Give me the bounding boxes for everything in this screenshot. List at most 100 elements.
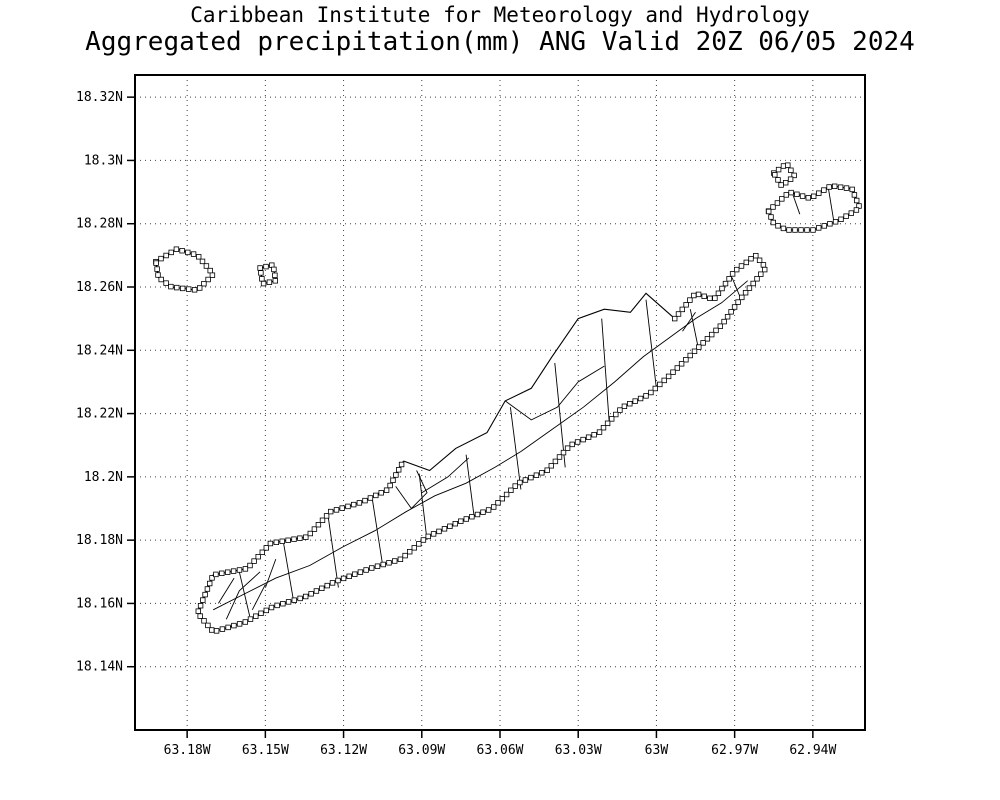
y-tick-label: 18.18N [76, 533, 123, 548]
coast-marker [153, 260, 159, 266]
coast-marker [430, 531, 437, 537]
coast-marker [687, 297, 693, 303]
coast-marker [204, 586, 211, 592]
coast-marker [362, 497, 368, 504]
coast-marker [779, 196, 785, 202]
coast-marker [391, 558, 398, 564]
interior-boundary [371, 498, 384, 566]
coast-marker [780, 225, 787, 232]
coast-marker [236, 567, 243, 573]
x-axis-labels: 63.18W 63.15W 63.12W 63.09W 63.06W 63.03W 63W 6… [164, 743, 837, 758]
x-tick-label: 63W [645, 743, 669, 758]
coast-marker [778, 182, 784, 188]
coast-marker [352, 571, 358, 577]
coast-marker [313, 588, 320, 594]
coast-marker [154, 266, 160, 272]
coast-marker [463, 516, 469, 522]
coast-marker [258, 610, 264, 616]
coast-marker [458, 518, 464, 524]
coast-marker [297, 595, 303, 602]
y-axis-labels: 18.32N 18.3N 18.28N 18.26N 18.24N 18.22N 18.2N… [76, 90, 123, 675]
coast-marker [357, 569, 364, 575]
coast-marker [230, 568, 237, 574]
coast-marker [791, 172, 797, 179]
interior-boundary-lines [212, 188, 835, 620]
coast-marker [544, 467, 550, 473]
coast-marker [231, 622, 237, 629]
interior-boundary [689, 309, 699, 348]
coast-marker [774, 200, 781, 206]
coast-marker [206, 580, 213, 587]
y-tick-label: 18.14N [76, 660, 123, 675]
coast-marker [190, 251, 197, 257]
coast-marker [768, 214, 774, 220]
coast-marker [272, 278, 278, 284]
coast-marker [564, 445, 571, 451]
interior-boundary [645, 299, 657, 389]
coast-marker [173, 246, 180, 252]
y-tick-label: 18.16N [76, 596, 123, 611]
interior-boundary [418, 473, 428, 541]
coast-marker [826, 184, 832, 190]
coast-marker [327, 508, 334, 515]
coast-marker [380, 561, 386, 568]
coast-marker [201, 618, 207, 624]
coast-marker [191, 287, 198, 293]
coast-marker [760, 262, 767, 268]
coast-marker [279, 538, 285, 544]
coast-marker [754, 276, 760, 282]
coast-marker [255, 554, 261, 560]
coast-marker [308, 591, 314, 597]
coast-marker [201, 280, 207, 287]
coast-marker [552, 458, 559, 465]
coast-marker [263, 263, 269, 270]
plot-title: Aggregated precipitation(mm) ANG Valid 2… [85, 27, 915, 57]
coast-marker [324, 582, 330, 589]
coast-marker [517, 479, 523, 486]
coast-marker [263, 545, 269, 551]
coast-marker [783, 179, 789, 186]
coast-marker [849, 186, 855, 193]
coast-marker [756, 257, 763, 263]
coast-marker [163, 280, 169, 286]
coast-marker [788, 167, 794, 173]
coast-marker [271, 266, 277, 273]
coast-marker [731, 304, 738, 310]
interior-boundary [218, 577, 235, 604]
coast-marker [719, 285, 725, 292]
coast-marker [158, 255, 164, 262]
coast-marker [267, 540, 274, 547]
coast-marker [799, 193, 806, 199]
coast-marker [247, 616, 254, 622]
interior-boundary [283, 543, 295, 604]
coast-marker [219, 570, 225, 576]
coast-marker [307, 530, 313, 537]
coast-marker [580, 436, 586, 443]
coast-marker [425, 533, 431, 540]
coast-marker [346, 573, 352, 579]
coast-marker [670, 369, 676, 375]
coast-marker [411, 545, 417, 551]
interior-boundary [828, 188, 835, 221]
coast-marker [748, 255, 754, 262]
coast-marker [695, 291, 702, 298]
coast-marker [700, 340, 706, 346]
coast-marker [838, 216, 844, 222]
coast-marker [225, 624, 231, 631]
coast-marker [179, 285, 186, 292]
coast-marker [272, 272, 278, 278]
coast-marker [285, 599, 292, 605]
coast-marker [574, 439, 581, 445]
coast-marker [323, 513, 330, 519]
coast-marker [596, 429, 603, 435]
coast-marker [495, 500, 501, 506]
coast-marker [155, 272, 161, 278]
coast-marker [648, 389, 654, 396]
coast-marker [395, 467, 402, 473]
coast-marker [303, 534, 309, 540]
coast-marker [195, 254, 202, 260]
coast-marker [585, 434, 592, 440]
coast-marker [738, 263, 745, 269]
coast-marker [387, 482, 393, 489]
